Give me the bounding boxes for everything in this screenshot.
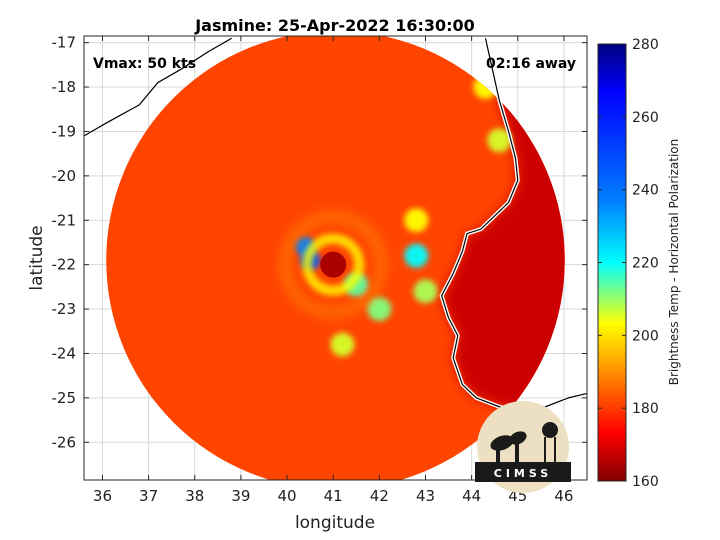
x-tick-label: 46 bbox=[554, 487, 573, 505]
colorbar-tick-label: 180 bbox=[632, 401, 659, 417]
x-tick-label: 42 bbox=[370, 487, 389, 505]
x-axis-label: longitude bbox=[295, 513, 375, 533]
brightness-temp-swath bbox=[106, 36, 565, 480]
y-tick-label: -19 bbox=[52, 122, 77, 140]
x-tick-label: 37 bbox=[139, 487, 158, 505]
vmax-annotation: Vmax: 50 kts bbox=[93, 56, 196, 72]
feature-mark bbox=[404, 243, 429, 268]
water-tower-icon bbox=[542, 422, 558, 438]
cimss-logo: CIMSS bbox=[475, 401, 571, 493]
coastline-mozambique bbox=[84, 37, 232, 137]
x-tick-label: 39 bbox=[231, 487, 250, 505]
chart-title: Jasmine: 25-Apr-2022 16:30:00 bbox=[194, 16, 475, 35]
colorbar-tick-label: 160 bbox=[632, 474, 659, 490]
y-tick-label: -26 bbox=[52, 433, 77, 451]
tower-leg bbox=[554, 437, 556, 462]
logo-banner bbox=[475, 462, 571, 482]
x-tick-label: 44 bbox=[462, 487, 481, 505]
satellite-dish-icon bbox=[509, 431, 527, 445]
x-axis-ticks: 36 37 38 39 40 41 42 43 44 45 46 bbox=[93, 36, 573, 505]
colorbar bbox=[597, 43, 627, 482]
x-tick-label: 43 bbox=[416, 487, 435, 505]
x-tick-label: 41 bbox=[324, 487, 343, 505]
plot-frame bbox=[83, 35, 588, 481]
colorbar-ticks: 160 180 200 220 240 260 280 bbox=[598, 37, 659, 490]
x-tick-label: 36 bbox=[93, 487, 112, 505]
colorbar-tick-label: 280 bbox=[632, 37, 659, 53]
y-tick-label: -17 bbox=[52, 34, 77, 52]
eyewall-ring bbox=[302, 233, 365, 296]
feature-mark bbox=[487, 128, 512, 153]
dish-mount bbox=[496, 446, 500, 462]
y-tick-label: -23 bbox=[52, 300, 77, 318]
y-axis-ticks: -17 -18 -19 -20 -21 -22 -23 -24 -25 -26 bbox=[52, 34, 587, 451]
y-tick-label: -22 bbox=[52, 256, 77, 274]
x-tick-label: 40 bbox=[277, 487, 296, 505]
x-tick-label: 38 bbox=[185, 487, 204, 505]
rainband-ring bbox=[281, 212, 386, 317]
feature-mark bbox=[330, 332, 355, 357]
colorbar-tick-label: 200 bbox=[632, 328, 659, 344]
convective-features bbox=[281, 75, 512, 357]
y-tick-label: -25 bbox=[52, 389, 77, 407]
dish-mount bbox=[515, 441, 519, 462]
feature-mark bbox=[404, 208, 429, 233]
feature-mark bbox=[413, 279, 438, 304]
feature-mark bbox=[367, 297, 392, 322]
tower-leg bbox=[544, 437, 546, 462]
y-tick-label: -24 bbox=[52, 344, 77, 362]
colorbar-tick-label: 260 bbox=[632, 110, 659, 126]
colorbar-tick-label: 220 bbox=[632, 256, 659, 272]
y-tick-label: -20 bbox=[52, 167, 77, 185]
time-offset-annotation: 02:16 away bbox=[486, 56, 576, 72]
logo-text: CIMSS bbox=[494, 467, 552, 480]
colorbar-label: Brightness Temp - Horizontal Polarizatio… bbox=[667, 139, 681, 386]
colorbar-tick-label: 240 bbox=[632, 183, 659, 199]
storm-eye bbox=[320, 251, 347, 278]
y-tick-label: -21 bbox=[52, 211, 77, 229]
y-tick-label: -18 bbox=[52, 78, 77, 96]
y-axis-label: latitude bbox=[27, 225, 47, 290]
